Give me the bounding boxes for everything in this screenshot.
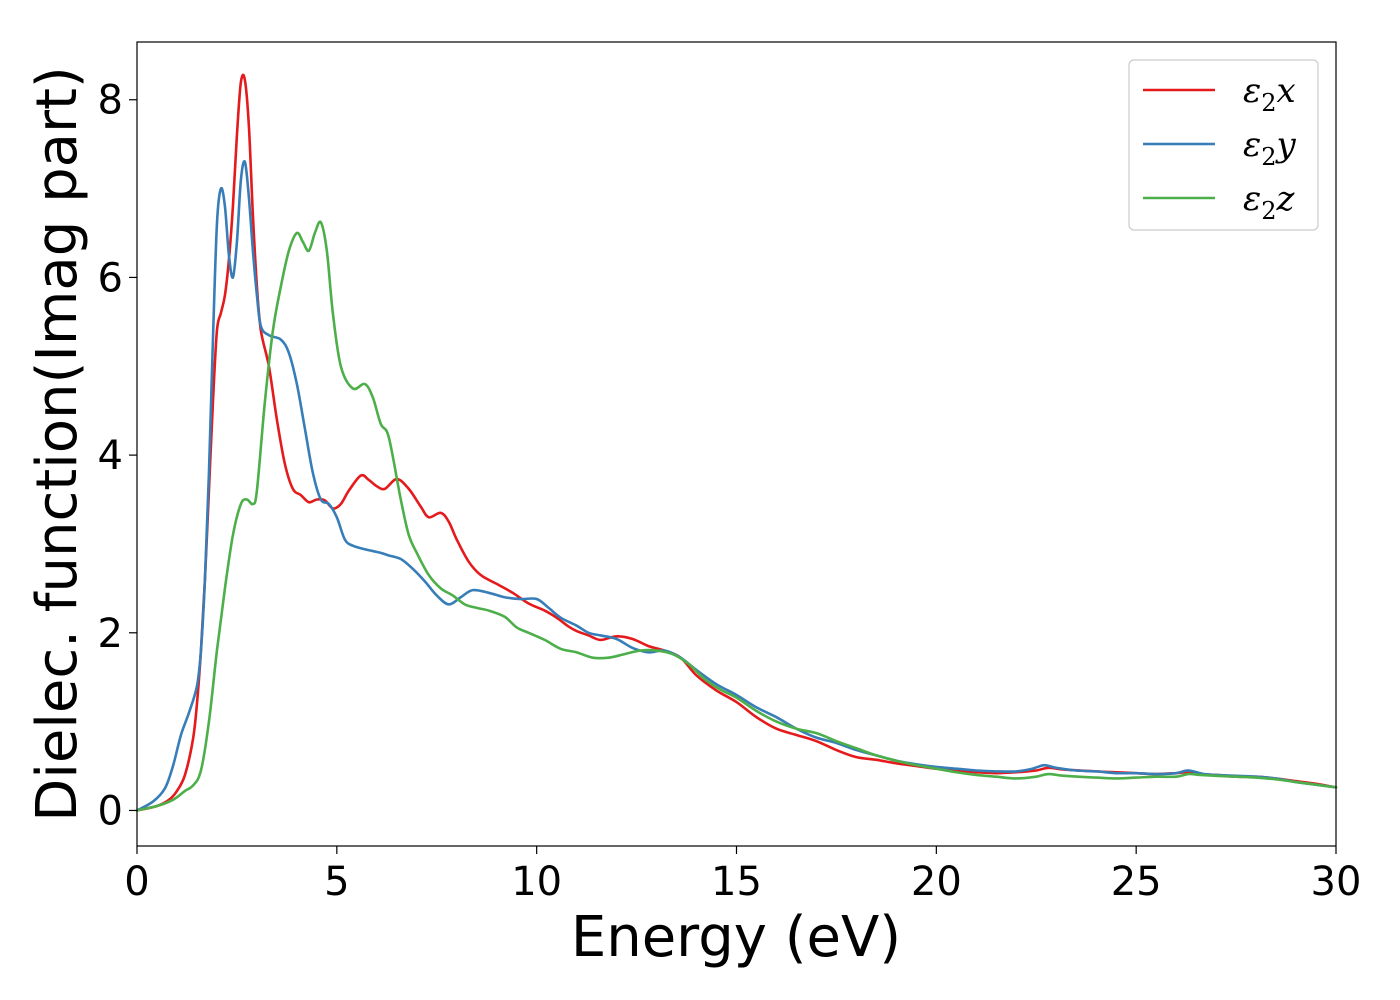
x-tick-label: 0	[124, 859, 149, 905]
x-axis: 0 5 10 15 20 25 30	[124, 846, 1361, 905]
y-tick-label: 2	[98, 611, 123, 657]
legend-label-z: ε2z	[1243, 179, 1296, 225]
y-tick-label: 6	[98, 255, 123, 301]
y-axis-title: Dielec. function(Imag part)	[25, 66, 90, 822]
legend-box	[1128, 59, 1319, 231]
series-layer	[135, 73, 1338, 812]
x-tick-label: 10	[511, 859, 562, 905]
y-tick-label: 8	[98, 78, 123, 124]
legend-label-x: ε2x	[1243, 71, 1296, 117]
x-tick-label: 20	[911, 859, 962, 905]
x-tick-label: 30	[1311, 859, 1362, 905]
x-tick-label: 25	[1111, 859, 1162, 905]
x-axis-title: Energy (eV)	[571, 905, 901, 970]
y-axis: 0 2 4 6 8	[98, 78, 137, 834]
series-line-z	[135, 220, 1338, 812]
y-tick-label: 0	[98, 788, 123, 834]
legend-label-y: ε2y	[1243, 125, 1297, 171]
legend: ε2x ε2y ε2z	[1128, 59, 1319, 231]
x-tick-label: 5	[324, 859, 349, 905]
series-line-y	[135, 159, 1338, 812]
series-line-x	[135, 73, 1338, 812]
y-tick-label: 4	[98, 433, 123, 479]
x-tick-label: 15	[711, 859, 762, 905]
